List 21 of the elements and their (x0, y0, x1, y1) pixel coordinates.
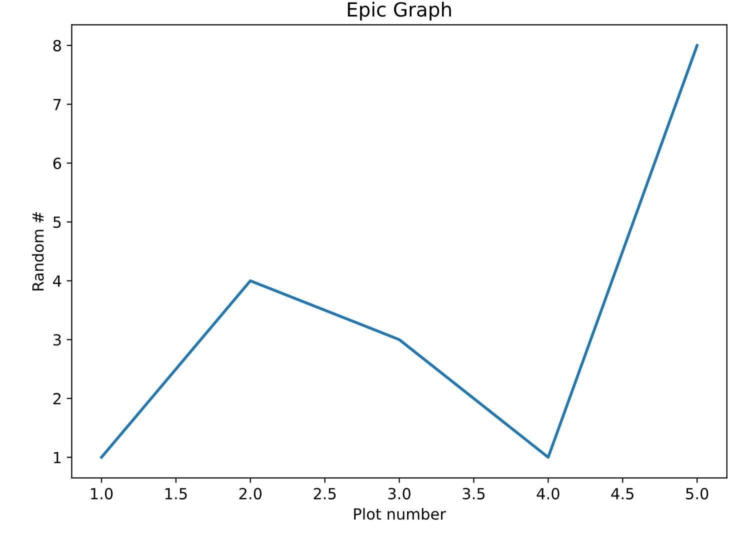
y-tick-label: 2 (53, 392, 60, 404)
y-tick-label: 8 (53, 40, 61, 52)
x-tick-label: 3.5 (462, 488, 485, 500)
y-tick-label: 7 (54, 98, 61, 110)
line-series (100, 44, 698, 459)
x-tick-label: 3.0 (388, 488, 410, 500)
y-tick-label: 6 (53, 158, 62, 170)
x-tick-label: 1.5 (165, 488, 187, 500)
x-tick-label: 5.0 (686, 488, 708, 500)
x-tick-label: 2.5 (314, 488, 336, 500)
x-tick-label: 4.5 (611, 488, 634, 500)
x-tick-label: 4.0 (536, 488, 560, 500)
y-tick-label: 1 (54, 452, 61, 464)
y-tick-label: 5 (53, 216, 61, 228)
x-axis-title: Plot number (354, 508, 446, 520)
y-tick-label: 4 (53, 275, 62, 287)
x-tick-label: 2.0 (239, 488, 262, 500)
x-tick-label: 1.0 (91, 488, 113, 500)
y-axis-title: Random # (32, 212, 44, 290)
chart-title: Epic Graph (348, 2, 451, 21)
y-tick-label: 3 (53, 334, 61, 346)
